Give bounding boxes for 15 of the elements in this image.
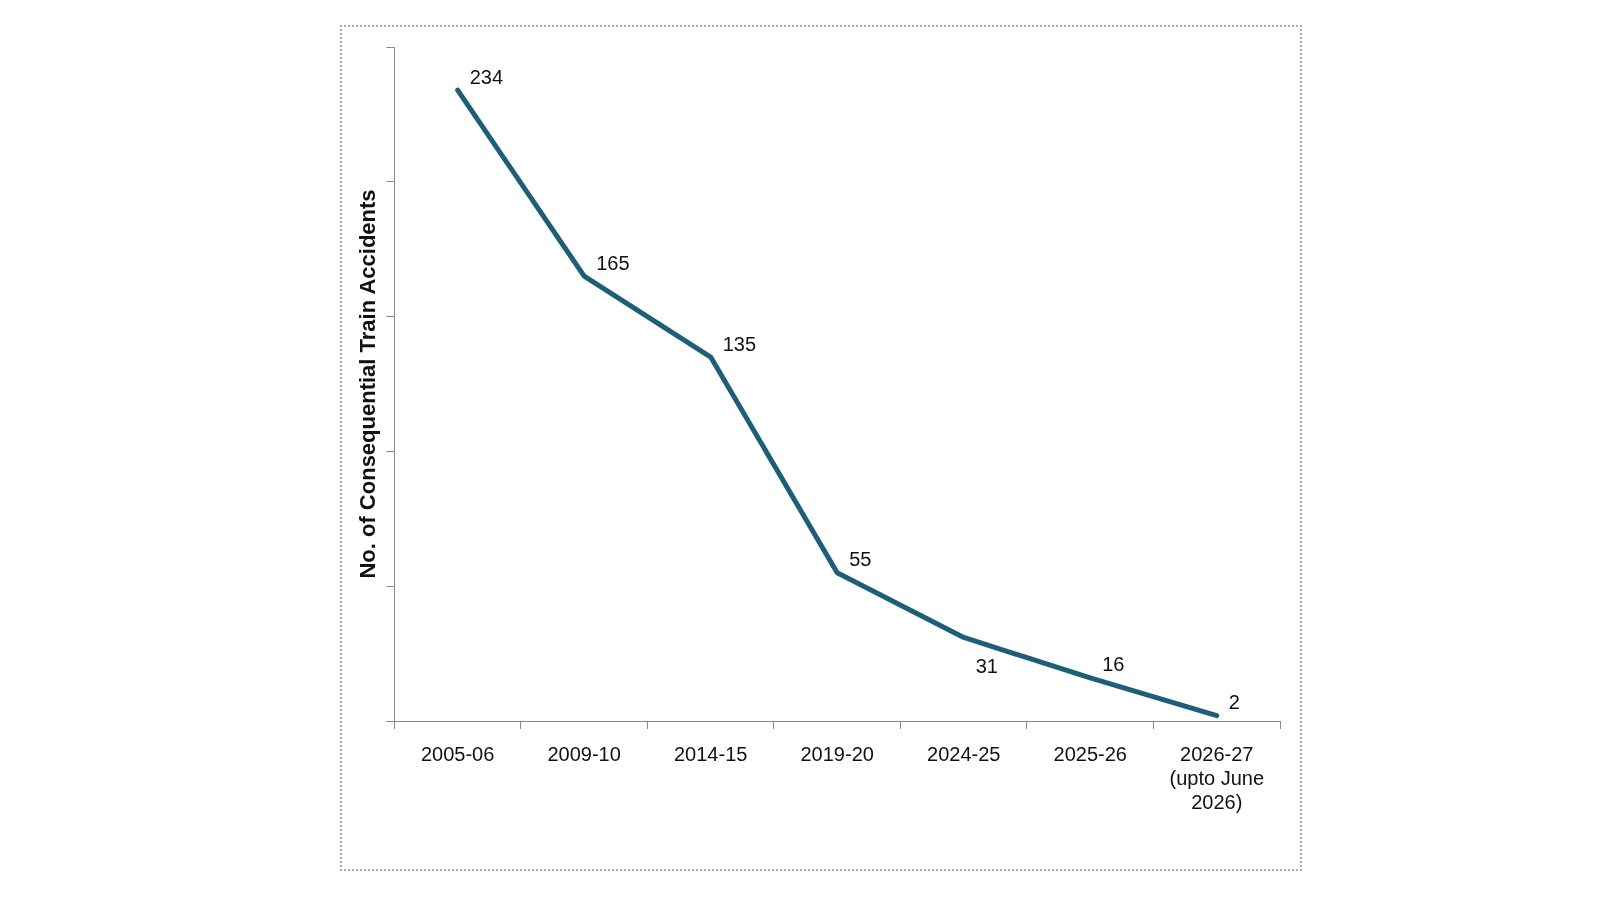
x-tick-label: 2009-10 <box>547 742 621 765</box>
x-tick-label: 2014-15 <box>673 742 748 765</box>
x-tick-label: 2005-06 <box>420 742 495 765</box>
data-label: 31 <box>975 654 998 677</box>
data-label: 16 <box>1102 653 1125 676</box>
data-label: 135 <box>722 332 757 355</box>
data-label: 2 <box>1228 691 1240 714</box>
y-axis-title: No. of Consequential Train Accidents <box>355 189 381 579</box>
x-tick-label: 2024-25 <box>927 742 1001 765</box>
x-tick-label: 2025-26 <box>1053 742 1127 765</box>
data-label: 234 <box>469 65 504 88</box>
data-label: 165 <box>596 251 630 274</box>
x-tick-label: 2019-20 <box>800 742 874 765</box>
data-label: 55 <box>849 548 872 571</box>
x-tick-label: 2026-27 (upto June 2026) <box>1169 742 1264 813</box>
